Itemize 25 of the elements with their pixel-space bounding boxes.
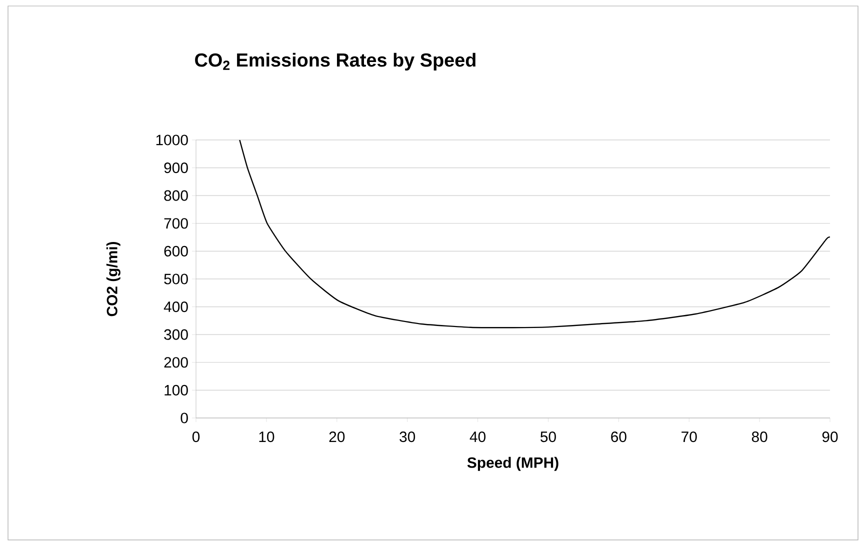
y-axis-title: CO2 (g/mi) [106, 242, 120, 316]
y-tick-label: 100 [164, 384, 188, 396]
y-tick-label: 300 [164, 329, 188, 340]
x-tick-label: 0 [192, 432, 200, 442]
x-tick-label: 70 [682, 432, 697, 442]
x-tick-label: 40 [470, 432, 486, 442]
y-tick-label: 800 [164, 190, 188, 201]
x-tick-label: 50 [540, 432, 556, 442]
x-axis-title: Speed (MPH) [467, 456, 558, 471]
y-tick-label: 200 [164, 357, 188, 368]
x-tick-label: 90 [822, 432, 838, 442]
y-tick-label: 1000 [156, 134, 188, 146]
chart-title: CO$_{2}$ Emissions Rates by Speed [195, 52, 476, 70]
y-tick-label: 0 [180, 412, 188, 424]
x-tick-label: 30 [400, 432, 416, 442]
line-series [239, 140, 830, 328]
y-tick-label: 600 [164, 246, 188, 256]
y-tick-label: 700 [164, 218, 188, 229]
x-tick-label: 10 [259, 432, 274, 442]
x-tick-label: 60 [611, 432, 626, 442]
x-tick-label: 20 [329, 432, 345, 442]
y-tick-label: 500 [164, 274, 188, 284]
y-tick-label: 900 [164, 162, 188, 174]
x-tick-label: 80 [752, 432, 768, 442]
y-tick-label: 400 [164, 301, 188, 312]
